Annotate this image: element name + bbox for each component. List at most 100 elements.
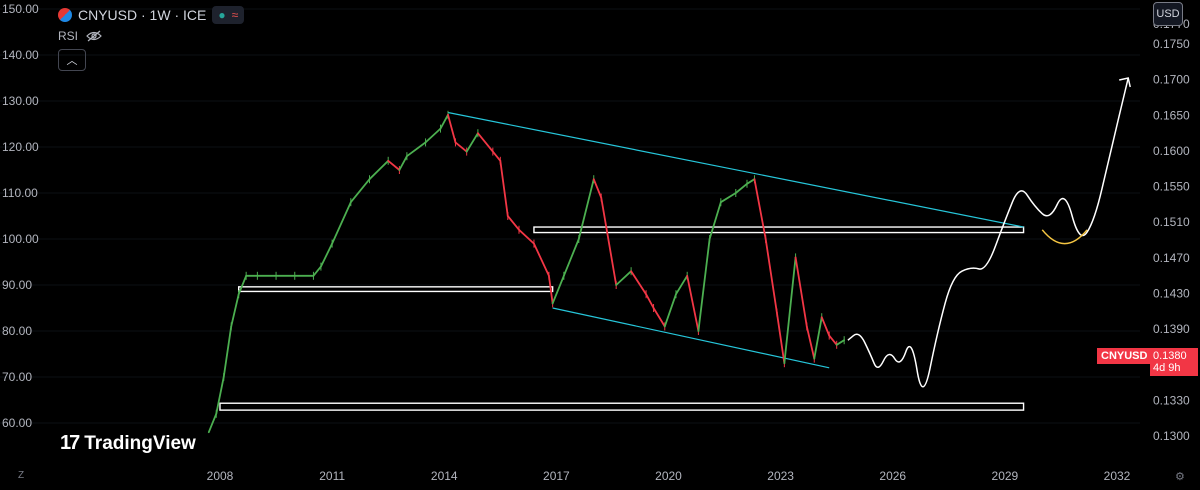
price-segment — [615, 270, 633, 286]
price-segment — [439, 113, 449, 130]
price-segment — [630, 270, 647, 296]
price-segment — [222, 325, 233, 378]
right-axis-label: 0.1750 — [1153, 37, 1190, 51]
price-tag: 0.1380 4d 9h — [1150, 348, 1198, 376]
data-wave-icon: ≈ — [231, 8, 239, 22]
price-segment — [207, 412, 218, 434]
projection-path — [847, 77, 1131, 388]
price-segment — [783, 256, 797, 365]
price-segment — [447, 113, 457, 144]
horizontal-zone — [219, 402, 1025, 411]
chevron-up-icon: ︿ — [66, 55, 78, 67]
currency-button[interactable]: USD — [1153, 2, 1183, 26]
price-segment — [794, 256, 808, 328]
price-segment — [506, 215, 520, 231]
price-segment — [753, 178, 767, 240]
price-segment — [518, 228, 535, 245]
left-axis-label: 140.00 — [2, 48, 39, 62]
tradingview-logo[interactable]: 17 TradingView — [60, 432, 196, 455]
price-segment — [719, 192, 737, 204]
price-segment — [476, 132, 494, 153]
channel-upper-line — [447, 111, 1024, 228]
price-segment — [708, 201, 722, 240]
right-axis-label: 0.1470 — [1153, 251, 1190, 265]
price-segment — [424, 127, 442, 144]
projection-arrowhead — [1119, 77, 1131, 88]
left-axis-labels: 150.00 140.00 130.00 120.00 110.00 100.00 90.0… — [2, 2, 39, 430]
symbol-line: CNYUSD · 1W · ICE — [78, 7, 207, 23]
price-segment — [491, 150, 502, 162]
price-segment — [562, 238, 580, 277]
right-axis-label: 0.1650 — [1153, 108, 1190, 122]
price-segment — [697, 238, 711, 332]
price-tag-countdown: 4d 9h — [1153, 362, 1181, 374]
price-segment — [312, 265, 322, 277]
left-axis-label: 70.00 — [2, 370, 32, 384]
x-axis-label: 2026 — [879, 469, 906, 483]
price-segment — [237, 274, 248, 296]
price-segment — [499, 159, 509, 217]
price-segment — [675, 274, 689, 296]
left-axis-label: 150.00 — [2, 2, 39, 16]
timezone-button[interactable]: Z — [18, 470, 25, 481]
left-axis-label: 100.00 — [2, 232, 39, 246]
price-segment — [551, 274, 565, 305]
price-segment — [533, 242, 550, 277]
price-segment — [663, 293, 677, 328]
sketch-curve — [1041, 229, 1088, 245]
price-segment — [465, 132, 479, 153]
right-axis-label: 0.1300 — [1153, 429, 1190, 443]
price-segment — [820, 316, 831, 337]
price-segment — [349, 178, 371, 204]
indicator-row[interactable]: RSI — [58, 29, 102, 43]
x-axis-labels: 2008 2011 2014 2017 2020 2023 2026 2029 2032 — [207, 469, 1131, 483]
price-tag-symbol: CNYUSD — [1097, 348, 1152, 364]
price-segment — [734, 182, 748, 194]
left-axis-label: 80.00 — [2, 324, 32, 338]
price-segment — [805, 325, 816, 360]
flag-icon — [58, 8, 72, 22]
tradingview-logo-icon: 17 — [60, 432, 80, 454]
price-segment — [405, 141, 427, 158]
price-segment — [813, 316, 823, 360]
gear-icon[interactable]: ⚙ — [1175, 471, 1185, 483]
x-axis-label: 2008 — [207, 469, 234, 483]
price-segment — [387, 159, 401, 171]
right-axis-label: 0.1390 — [1153, 322, 1190, 336]
x-axis-label: 2014 — [431, 469, 458, 483]
horizontal-zone — [237, 286, 554, 293]
price-segment — [331, 201, 352, 245]
status-pill[interactable]: ● ≈ — [212, 6, 245, 24]
x-axis-label: 2029 — [992, 469, 1019, 483]
projection-line — [847, 77, 1129, 388]
x-axis-label: 2032 — [1104, 469, 1131, 483]
price-segment — [398, 155, 408, 171]
price-segment — [746, 178, 756, 185]
price-series — [207, 110, 846, 434]
x-axis-label: 2020 — [655, 469, 682, 483]
horizontal-zone — [533, 226, 1025, 234]
x-axis-label: 2017 — [543, 469, 570, 483]
gridlines — [0, 8, 1140, 424]
left-axis-label: 120.00 — [2, 140, 39, 154]
indicator-label: RSI — [58, 29, 79, 43]
price-segment — [215, 376, 225, 415]
eye-off-icon[interactable] — [86, 30, 102, 42]
collapse-button[interactable]: ︿ — [58, 49, 86, 71]
symbol-header[interactable]: CNYUSD · 1W · ICE ● ≈ — [58, 6, 245, 24]
right-axis-label: 0.1330 — [1153, 393, 1190, 407]
price-segment — [600, 196, 618, 286]
price-segment — [320, 242, 334, 268]
x-axis-label: 2023 — [767, 469, 794, 483]
price-segment — [548, 274, 554, 305]
brand-name: TradingView — [84, 432, 196, 454]
price-segment — [764, 238, 778, 314]
price-segment — [652, 307, 666, 328]
price-tag-value: 0.1380 — [1153, 350, 1187, 362]
left-axis-label: 110.00 — [2, 186, 38, 200]
right-axis-label: 0.1430 — [1153, 286, 1190, 300]
price-segment — [454, 141, 468, 153]
price-segment — [775, 311, 786, 365]
price-segment — [368, 159, 390, 181]
